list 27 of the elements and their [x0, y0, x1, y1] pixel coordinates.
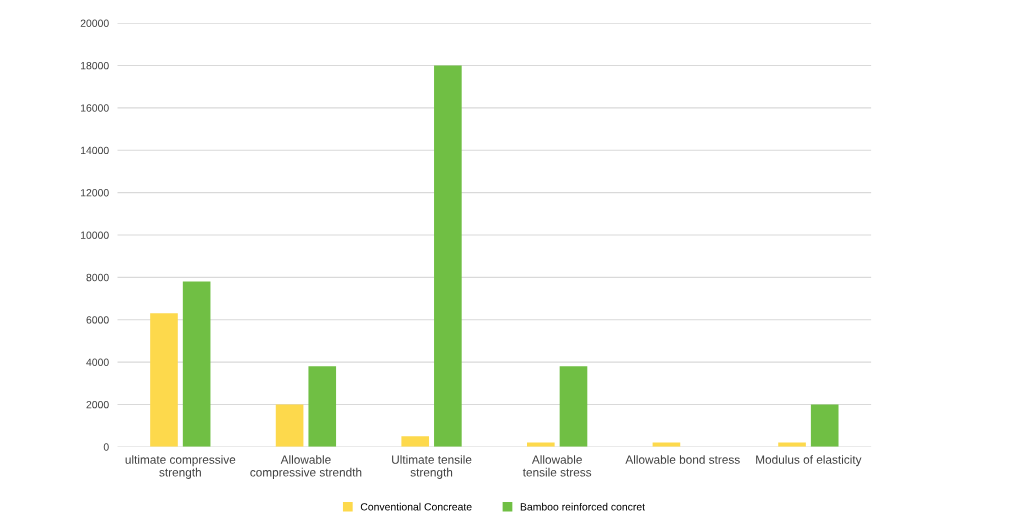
- y-tick-label: 2000: [86, 400, 109, 409]
- bar: [810, 404, 839, 447]
- y-tick-label: 14000: [81, 146, 109, 155]
- y-tick-label: 18000: [81, 61, 109, 70]
- x-tick-label: Allowable bond stress: [625, 455, 740, 464]
- y-tick-label: 10000: [81, 231, 109, 239]
- legend-label: Bamboo reinforced concret: [520, 502, 645, 511]
- x-tick-label: ultimate compressive strength: [125, 455, 236, 479]
- legend-label: Conventional Concreate: [360, 502, 472, 511]
- bar: [308, 366, 337, 447]
- y-tick-label: 6000: [86, 316, 109, 324]
- y-tick-label: 20000: [80, 19, 109, 27]
- bar: [182, 281, 211, 447]
- bar: [434, 65, 462, 447]
- y-tick-label: 12000: [81, 189, 109, 197]
- bar: [559, 366, 588, 447]
- y-tick-label: 16000: [81, 104, 109, 112]
- bar: [275, 404, 304, 447]
- x-tick-label: Modulus of elasticity: [756, 455, 862, 467]
- y-tick-label: 8000: [86, 273, 109, 282]
- x-tick-label: Ultimate tensile strength: [392, 455, 472, 479]
- bar: [401, 436, 430, 447]
- bar: [150, 313, 178, 447]
- x-tick-label: Allowable compressive strendth: [250, 455, 362, 479]
- x-tick-label: Allowable tensile stress: [522, 455, 592, 477]
- y-tick-label: 4000: [86, 358, 109, 366]
- y-tick-label: 0: [103, 443, 109, 451]
